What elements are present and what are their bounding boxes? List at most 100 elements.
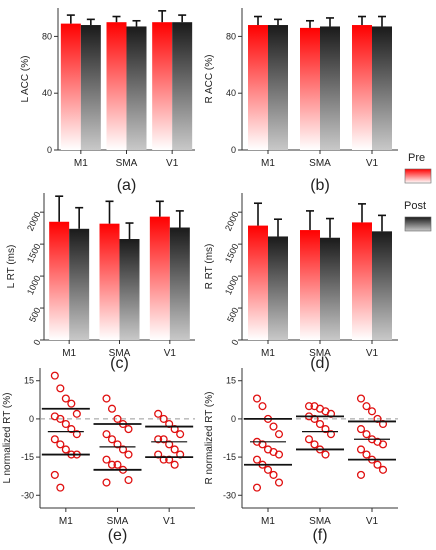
y-axis-label: R normalized RT (%): [204, 392, 215, 485]
data-point: [61, 394, 70, 403]
bar-post: [372, 26, 392, 150]
data-point: [102, 394, 111, 403]
y-tick-label: 0: [29, 414, 34, 424]
y-tick-label: 1500: [25, 242, 43, 264]
x-tick-label: V1: [366, 516, 379, 527]
y-tick-label: 1000: [25, 274, 43, 296]
panel-label: (e): [108, 527, 128, 544]
data-point: [269, 422, 278, 431]
y-tick-label: -15: [223, 452, 236, 462]
data-point: [56, 384, 65, 393]
data-point: [165, 440, 174, 449]
x-tick-label: V1: [166, 158, 179, 169]
y-tick-label: 15: [24, 376, 34, 386]
y-tick-label: 500: [27, 306, 42, 324]
x-tick-label: SMA: [116, 158, 138, 169]
data-point: [113, 414, 122, 423]
bar-pre: [300, 27, 320, 151]
data-point: [124, 475, 133, 485]
bar-post: [372, 231, 392, 340]
data-point: [118, 445, 128, 454]
data-point: [356, 425, 366, 434]
data-point: [258, 402, 267, 411]
data-point: [362, 402, 371, 411]
y-tick-label: 0: [231, 145, 236, 155]
y-tick-label: 2000: [223, 210, 241, 232]
x-tick-label: SMA: [309, 348, 331, 359]
x-tick-label: V1: [366, 158, 379, 169]
data-point: [113, 460, 122, 469]
data-point: [362, 450, 371, 459]
data-point: [107, 404, 117, 413]
data-point: [56, 440, 65, 449]
x-tick-label: M1: [261, 516, 275, 527]
data-point: [356, 470, 366, 479]
y-tick-label: -15: [21, 452, 34, 462]
data-point: [326, 430, 336, 439]
x-tick-label: SMA: [309, 516, 331, 527]
data-point: [356, 394, 366, 403]
data-point: [159, 435, 168, 444]
data-point: [274, 478, 284, 487]
bar-pre: [152, 22, 173, 151]
bar-post: [320, 237, 340, 340]
data-point: [124, 425, 133, 434]
bar-pre: [248, 225, 268, 340]
data-point: [50, 371, 59, 380]
bar-pre: [149, 216, 170, 340]
data-point: [170, 445, 179, 454]
data-point: [378, 465, 388, 474]
x-tick-label: V1: [366, 348, 379, 359]
y-tick-label: 80: [226, 31, 236, 41]
panel-label: (d): [310, 355, 330, 372]
data-point: [113, 440, 122, 449]
data-point: [72, 409, 81, 418]
y-axis-label: R RT (ms): [204, 244, 215, 290]
y-tick-label: 1000: [223, 274, 241, 296]
y-tick-label: -30: [21, 490, 34, 500]
x-tick-label: M1: [261, 158, 275, 169]
panel-label: (b): [310, 177, 330, 194]
bar-pre: [60, 23, 81, 150]
data-point: [263, 465, 273, 474]
y-axis-label: R ACC (%): [204, 55, 215, 104]
data-point: [154, 409, 163, 418]
panel-label: (c): [110, 355, 129, 372]
y-tick-label: 1500: [223, 242, 241, 264]
legend-post-swatch: [404, 216, 432, 232]
y-tick-label: 15: [226, 376, 236, 386]
bar-post: [169, 227, 190, 340]
bar-post: [172, 22, 193, 151]
data-point: [310, 440, 319, 449]
data-point: [50, 470, 59, 479]
data-point: [252, 455, 262, 464]
bar-post: [119, 239, 140, 340]
data-point: [56, 483, 65, 492]
x-tick-label: M1: [62, 348, 76, 359]
bar-pre: [106, 22, 127, 151]
y-tick-label: 2000: [25, 210, 43, 232]
data-point: [61, 445, 70, 454]
data-point: [252, 394, 262, 403]
legend-pre-label: Pre: [408, 152, 425, 164]
data-point: [176, 430, 185, 439]
y-tick-label: 0: [229, 338, 240, 347]
data-point: [252, 483, 262, 492]
chart-panel-f: -30 -15 0 15 R normalized RT (%) M1 SMA V1 (f): [204, 368, 398, 544]
y-tick-label: 500: [225, 306, 240, 324]
data-point: [56, 414, 65, 423]
data-point: [373, 460, 382, 469]
y-tick-label: 40: [42, 88, 52, 98]
bar-post: [69, 228, 90, 340]
data-point: [124, 450, 133, 459]
data-point: [304, 402, 314, 411]
bar-pre: [352, 222, 372, 340]
x-tick-label: SMA: [107, 516, 129, 527]
legend-post-label: Post: [404, 200, 426, 212]
data-point: [61, 419, 70, 429]
x-tick-label: V1: [164, 348, 177, 359]
data-point: [367, 407, 377, 416]
chart-panel-e: -30 -15 0 15 L normalized RT (%) M1 SMA V1 (e): [2, 368, 195, 544]
bar-pre: [99, 223, 120, 340]
panel-label: (f): [312, 527, 327, 544]
